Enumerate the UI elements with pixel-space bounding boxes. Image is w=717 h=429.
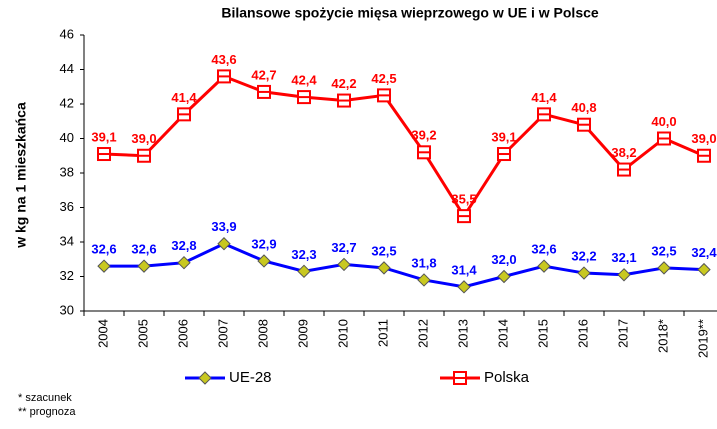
y-tick-label: 34 bbox=[60, 233, 74, 248]
data-label: 35,5 bbox=[451, 192, 476, 207]
data-label: 32,3 bbox=[291, 247, 316, 262]
legend-label: Polska bbox=[484, 369, 530, 386]
y-tick-label: 40 bbox=[60, 130, 74, 145]
marker bbox=[198, 371, 212, 385]
note: * szacunek bbox=[18, 392, 72, 404]
y-tick-label: 46 bbox=[60, 26, 74, 41]
x-tick-label: 2009 bbox=[295, 319, 310, 348]
x-tick-label: 2018* bbox=[655, 319, 670, 353]
y-tick-label: 44 bbox=[60, 61, 74, 76]
marker bbox=[617, 268, 631, 282]
data-label: 42,4 bbox=[291, 73, 317, 88]
data-label: 32,6 bbox=[131, 242, 156, 257]
data-label: 41,4 bbox=[171, 90, 197, 105]
data-label: 32,0 bbox=[491, 252, 516, 267]
y-tick-label: 32 bbox=[60, 268, 74, 283]
x-tick-label: 2013 bbox=[455, 319, 470, 348]
data-label: 32,2 bbox=[571, 248, 596, 263]
data-label: 42,5 bbox=[371, 71, 396, 86]
marker bbox=[537, 259, 551, 273]
data-label: 31,8 bbox=[411, 255, 436, 270]
data-label: 32,8 bbox=[171, 238, 196, 253]
data-label: 39,1 bbox=[491, 129, 516, 144]
note: ** prognoza bbox=[18, 406, 76, 418]
data-label: 32,9 bbox=[251, 236, 276, 251]
legend-label: UE-28 bbox=[229, 369, 272, 386]
marker bbox=[337, 257, 351, 272]
y-tick-label: 42 bbox=[60, 95, 74, 110]
data-label: 42,7 bbox=[251, 67, 276, 82]
data-label: 32,5 bbox=[651, 243, 676, 258]
data-label: 38,2 bbox=[611, 145, 636, 160]
data-label: 32,7 bbox=[331, 240, 356, 255]
marker bbox=[137, 259, 151, 273]
data-label: 39,1 bbox=[91, 129, 116, 144]
marker bbox=[177, 255, 191, 270]
y-tick-label: 30 bbox=[60, 302, 74, 317]
marker bbox=[577, 266, 591, 280]
marker bbox=[97, 259, 111, 273]
x-tick-label: 2015 bbox=[535, 319, 550, 348]
data-label: 32,6 bbox=[91, 242, 116, 257]
y-tick-label: 38 bbox=[60, 164, 74, 179]
marker bbox=[457, 280, 471, 294]
x-tick-label: 2019** bbox=[695, 319, 710, 358]
y-tick-label: 36 bbox=[60, 199, 74, 214]
x-tick-label: 2004 bbox=[95, 319, 110, 348]
data-label: 41,4 bbox=[531, 90, 557, 105]
data-label: 39,2 bbox=[411, 128, 436, 143]
x-tick-label: 2012 bbox=[415, 319, 430, 348]
marker bbox=[417, 273, 431, 287]
y-axis-label: w kg na 1 mieszkańca bbox=[13, 102, 29, 249]
data-label: 32,4 bbox=[691, 245, 717, 260]
data-label: 32,6 bbox=[531, 242, 556, 257]
data-label: 32,5 bbox=[371, 243, 396, 258]
marker bbox=[497, 269, 511, 284]
series-line bbox=[104, 242, 705, 289]
data-label: 32,1 bbox=[611, 250, 636, 265]
x-tick-label: 2016 bbox=[575, 319, 590, 348]
x-tick-label: 2007 bbox=[215, 319, 230, 348]
x-tick-label: 2017 bbox=[615, 319, 630, 348]
x-tick-label: 2014 bbox=[495, 319, 510, 348]
x-tick-label: 2008 bbox=[255, 319, 270, 348]
x-tick-label: 2006 bbox=[175, 319, 190, 348]
x-tick-label: 2005 bbox=[135, 319, 150, 348]
data-label: 39,0 bbox=[131, 131, 156, 146]
data-label: 42,2 bbox=[331, 76, 356, 91]
data-label: 43,6 bbox=[211, 52, 236, 67]
marker bbox=[377, 261, 391, 275]
x-tick-label: 2011 bbox=[375, 319, 390, 347]
data-label: 40,8 bbox=[571, 100, 596, 115]
series-line bbox=[103, 74, 705, 219]
marker bbox=[297, 264, 311, 279]
data-label: 31,4 bbox=[451, 262, 477, 277]
marker bbox=[217, 237, 231, 251]
data-label: 40,0 bbox=[651, 114, 676, 129]
x-tick-label: 2010 bbox=[335, 319, 350, 348]
data-label: 33,9 bbox=[211, 219, 236, 234]
data-label: 39,0 bbox=[691, 131, 716, 146]
chart-title: Bilansowe spożycie mięsa wieprzowego w U… bbox=[221, 5, 599, 21]
marker bbox=[697, 262, 711, 277]
marker bbox=[657, 261, 671, 275]
marker bbox=[257, 254, 271, 268]
